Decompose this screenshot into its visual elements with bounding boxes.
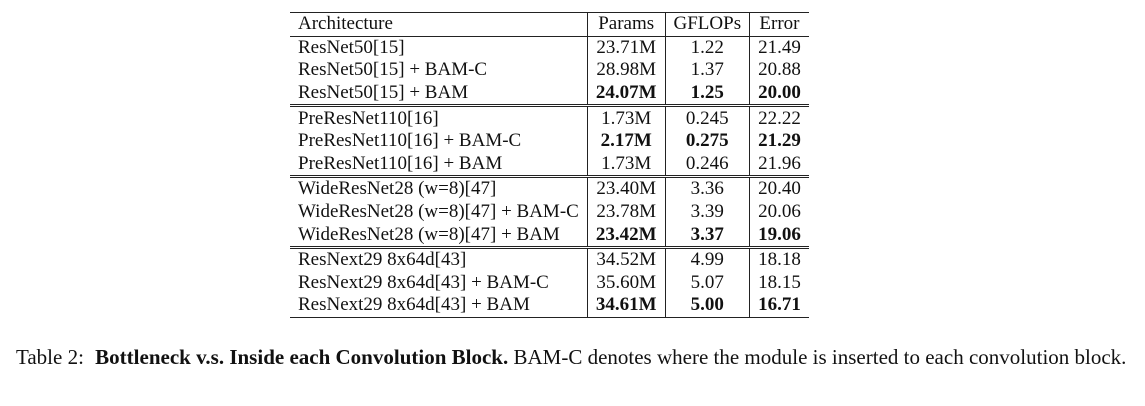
cell-architecture: ResNext29 8x64d[43] + BAM-C <box>298 271 549 293</box>
group-preresnet110: PreResNet110[16] 1.73M 0.245 22.22 PreRe… <box>290 105 809 177</box>
cell-gflops: 1.22 <box>664 36 750 60</box>
cell-error: 19.06 <box>749 223 809 248</box>
group-resnext29: ResNext29 8x64d[43] 34.52M 4.99 18.18 Re… <box>290 247 809 318</box>
header-error: Error <box>749 12 809 37</box>
cell-gflops: 0.246 <box>664 152 750 177</box>
cell-params: 35.60M <box>586 271 666 295</box>
header-gflops: GFLOPs <box>664 12 750 37</box>
cell-architecture: WideResNet28 (w=8)[47] + BAM <box>298 223 560 245</box>
cell-architecture: WideResNet28 (w=8)[47] <box>298 178 497 200</box>
header-architecture: Architecture <box>298 13 393 35</box>
cell-gflops: 5.07 <box>664 271 750 295</box>
table-caption: Table 2: Bottleneck v.s. Inside each Con… <box>16 342 1131 372</box>
caption-label: Table 2: <box>16 345 84 369</box>
cell-error: 21.29 <box>749 129 809 153</box>
cell-error: 18.18 <box>749 247 809 272</box>
cell-error: 20.40 <box>749 176 809 201</box>
cell-architecture: ResNet50[15] <box>298 36 405 58</box>
table-row: ResNet50[15] + BAM-C 28.98M 1.37 20.88 <box>290 59 809 82</box>
group-wideresnet28: WideResNet28 (w=8)[47] 23.40M 3.36 20.40… <box>290 176 809 248</box>
header-params: Params <box>586 12 666 37</box>
cell-params: 1.73M <box>586 152 666 177</box>
cell-architecture: ResNext29 8x64d[43] + BAM <box>298 294 530 316</box>
table-row: WideResNet28 (w=8)[47] + BAM 23.42M 3.37… <box>290 223 809 248</box>
table-row: PreResNet110[16] + BAM-C 2.17M 0.275 21.… <box>290 129 809 153</box>
table-row: PreResNet110[16] + BAM 1.73M 0.246 21.96 <box>290 152 809 177</box>
caption-text: BAM-C denotes where the module is insert… <box>513 345 1127 369</box>
cell-params: 24.07M <box>586 81 666 106</box>
results-table: Architecture Params GFLOPs Error ResNet5… <box>290 12 809 318</box>
cell-gflops: 3.39 <box>664 200 750 224</box>
cell-error: 20.06 <box>749 200 809 224</box>
cell-architecture: ResNet50[15] + BAM-C <box>298 59 488 81</box>
cell-error: 22.22 <box>749 105 809 130</box>
cell-params: 2.17M <box>586 129 666 153</box>
cell-gflops: 0.275 <box>664 129 750 153</box>
cell-error: 21.49 <box>749 36 809 60</box>
header-row: Architecture Params GFLOPs Error <box>290 12 809 37</box>
cell-gflops: 0.245 <box>664 105 750 130</box>
cell-architecture: ResNet50[15] + BAM <box>298 82 469 104</box>
table-row: ResNet50[15] + BAM 24.07M 1.25 20.00 <box>290 81 809 106</box>
cell-params: 34.61M <box>586 294 666 318</box>
cell-params: 34.52M <box>586 247 666 272</box>
cell-architecture: PreResNet110[16] + BAM-C <box>298 130 522 152</box>
cell-error: 21.96 <box>749 152 809 177</box>
group-resnet50: ResNet50[15] 23.71M 1.22 21.49 ResNet50[… <box>290 36 809 106</box>
cell-params: 23.78M <box>586 200 666 224</box>
cell-params: 28.98M <box>586 59 666 82</box>
table-row: ResNet50[15] 23.71M 1.22 21.49 <box>290 36 809 60</box>
cell-params: 23.40M <box>586 176 666 201</box>
table-row: WideResNet28 (w=8)[47] + BAM-C 23.78M 3.… <box>290 200 809 224</box>
cell-gflops: 1.37 <box>664 59 750 82</box>
cell-gflops: 5.00 <box>664 294 750 318</box>
table-row: ResNext29 8x64d[43] 34.52M 4.99 18.18 <box>290 247 809 272</box>
caption-title: Bottleneck v.s. Inside each Convolution … <box>95 345 509 369</box>
cell-error: 20.00 <box>749 81 809 106</box>
cell-params: 23.71M <box>586 36 666 60</box>
cell-architecture: PreResNet110[16] + BAM <box>298 152 503 174</box>
table-row: ResNext29 8x64d[43] + BAM-C 35.60M 5.07 … <box>290 271 809 295</box>
table-row: WideResNet28 (w=8)[47] 23.40M 3.36 20.40 <box>290 176 809 201</box>
cell-error: 20.88 <box>749 59 809 82</box>
cell-gflops: 1.25 <box>664 81 750 106</box>
cell-gflops: 3.37 <box>664 223 750 248</box>
cell-params: 1.73M <box>586 105 666 130</box>
table-row: PreResNet110[16] 1.73M 0.245 22.22 <box>290 105 809 130</box>
cell-params: 23.42M <box>586 223 666 248</box>
cell-error: 18.15 <box>749 271 809 295</box>
cell-architecture: WideResNet28 (w=8)[47] + BAM-C <box>298 201 579 223</box>
cell-gflops: 4.99 <box>664 247 750 272</box>
table-row: ResNext29 8x64d[43] + BAM 34.61M 5.00 16… <box>290 294 809 318</box>
cell-error: 16.71 <box>749 294 809 318</box>
table-header: Architecture Params GFLOPs Error <box>290 12 809 37</box>
cell-architecture: ResNext29 8x64d[43] <box>298 249 467 271</box>
cell-gflops: 3.36 <box>664 176 750 201</box>
cell-architecture: PreResNet110[16] <box>298 107 439 129</box>
